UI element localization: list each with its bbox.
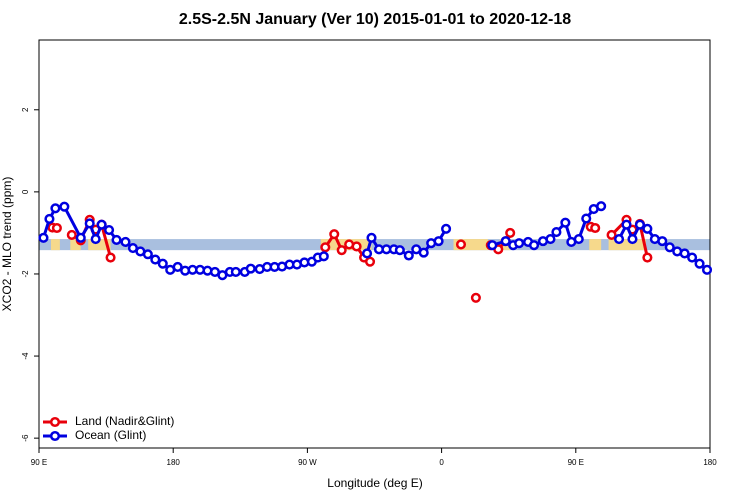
land-band xyxy=(608,239,646,251)
data-point xyxy=(50,203,61,214)
data-point xyxy=(84,218,95,229)
data-point xyxy=(403,250,414,261)
data-point xyxy=(701,264,713,275)
data-point xyxy=(111,234,122,245)
data-point xyxy=(90,234,101,245)
data-point xyxy=(66,229,77,241)
data-point xyxy=(364,256,376,267)
land-band xyxy=(70,239,81,251)
data-point xyxy=(470,292,481,303)
data-point xyxy=(634,219,645,230)
data-point xyxy=(500,236,511,247)
y-tick-label: 0 xyxy=(21,189,30,194)
data-point xyxy=(230,266,241,277)
data-point xyxy=(150,254,161,265)
data-point xyxy=(96,219,107,230)
plot-frame xyxy=(38,39,711,449)
data-point xyxy=(642,223,653,234)
data-point xyxy=(105,252,116,263)
data-point xyxy=(320,242,331,253)
chart-title: 2.5S-2.5N January (Ver 10) 2015-01-01 to… xyxy=(179,11,571,28)
data-point xyxy=(433,236,444,247)
data-point xyxy=(351,241,362,252)
data-point xyxy=(59,201,70,212)
data-point xyxy=(551,227,562,238)
data-point xyxy=(487,240,498,251)
x-tick-label: 180 xyxy=(703,458,717,467)
data-point xyxy=(394,245,405,256)
data-point xyxy=(245,263,256,274)
data-point xyxy=(642,252,653,263)
data-point xyxy=(679,248,690,259)
land-band xyxy=(589,239,602,251)
data-point xyxy=(581,213,592,224)
data-point xyxy=(142,249,153,260)
data-point xyxy=(613,234,625,245)
y-axis-label: XCO2 - MLO trend (ppm) xyxy=(0,177,14,312)
y-tick-label: -2 xyxy=(21,270,30,278)
land-band xyxy=(453,239,488,251)
data-point xyxy=(573,234,584,245)
data-point xyxy=(627,234,638,245)
data-point xyxy=(528,240,540,251)
data-point xyxy=(514,238,525,249)
legend-marker xyxy=(49,430,61,442)
legend-label: Land (Nadir&Glint) xyxy=(75,414,174,428)
data-point xyxy=(545,234,556,245)
x-tick-label: 90 W xyxy=(298,458,317,467)
x-tick-label: 90 E xyxy=(31,458,47,467)
data-point xyxy=(329,229,340,240)
data-point xyxy=(361,248,373,259)
data-point xyxy=(664,242,675,253)
data-point xyxy=(120,236,131,247)
data-point xyxy=(560,217,571,228)
data-point xyxy=(694,258,705,269)
data-point xyxy=(75,232,86,243)
x-tick-label: 180 xyxy=(167,458,181,467)
y-tick-label: -4 xyxy=(21,352,30,360)
x-tick-label: 0 xyxy=(439,458,444,467)
y-tick-label: 2 xyxy=(21,107,30,112)
data-point xyxy=(441,223,452,234)
data-point xyxy=(455,239,467,250)
data-point xyxy=(318,251,329,262)
data-point xyxy=(157,258,168,269)
land-band xyxy=(88,239,111,251)
data-point xyxy=(44,213,55,225)
legend-marker xyxy=(49,416,61,428)
data-point xyxy=(418,247,429,258)
data-point xyxy=(38,232,49,243)
data-point xyxy=(366,232,377,243)
data-point xyxy=(621,219,632,230)
legend-label: Ocean (Glint) xyxy=(75,428,146,442)
data-point xyxy=(172,261,183,273)
data-point xyxy=(590,222,601,234)
data-point xyxy=(596,201,607,212)
data-point xyxy=(51,222,62,234)
data-point xyxy=(104,224,115,236)
y-tick-label: -6 xyxy=(21,434,30,442)
x-axis-label: Longitude (deg E) xyxy=(327,476,422,490)
data-point xyxy=(606,229,617,241)
land-band xyxy=(50,239,60,251)
data-point xyxy=(657,236,668,247)
data-point xyxy=(687,252,698,263)
data-point xyxy=(336,245,347,256)
data-point xyxy=(505,227,516,238)
x-tick-label: 90 E xyxy=(568,458,584,467)
